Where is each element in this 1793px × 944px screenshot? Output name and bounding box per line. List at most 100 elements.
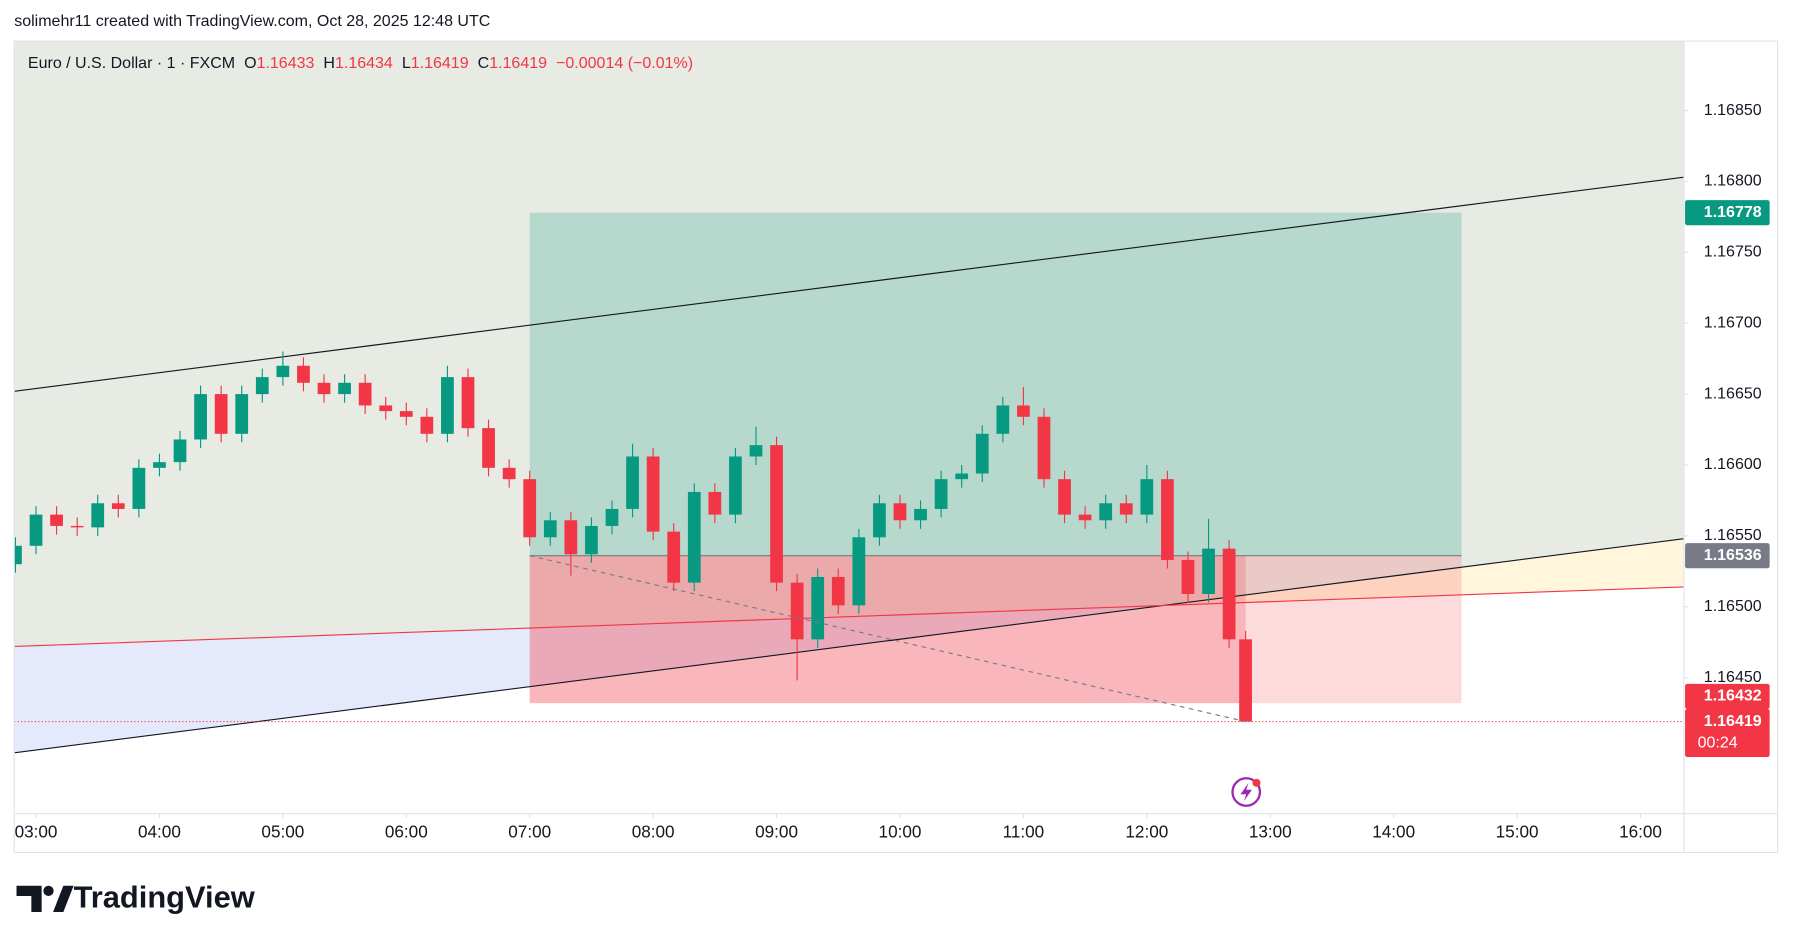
brand: TradingView	[74, 880, 256, 915]
y-tick-label: 1.16700	[1704, 314, 1762, 331]
candle-body	[214, 394, 228, 434]
price-label: 1.16778	[1704, 204, 1762, 221]
last-price-label: 1.16419	[1704, 713, 1762, 730]
header: solimehr11 created with TradingView.com,…	[14, 13, 490, 30]
candle-body	[255, 377, 269, 395]
price-label-box	[1685, 683, 1770, 710]
candle-body	[317, 382, 331, 395]
candle-body	[687, 491, 701, 583]
candle-body	[194, 394, 207, 440]
loss-zone	[529, 555, 1462, 704]
candle-body	[132, 467, 146, 509]
x-tick-label: 11:00	[1003, 822, 1045, 842]
candle-body	[770, 445, 783, 583]
candle-body	[1037, 416, 1051, 480]
candle-body	[1119, 503, 1133, 515]
candle-body	[790, 582, 804, 640]
legend: Euro / U.S. Dollar · 1 · FXCM O1.16433 H…	[28, 55, 693, 72]
candle-body	[955, 473, 969, 480]
candle-body	[1222, 548, 1236, 640]
x-tick-label: 12:00	[1125, 822, 1168, 842]
legend-value: 1.16433	[257, 55, 315, 72]
candle-body	[914, 508, 927, 521]
candle-body	[1239, 639, 1252, 722]
trendline	[14, 586, 1684, 648]
candle-body	[564, 520, 578, 555]
x-tick-label: 05:00	[261, 822, 304, 842]
legend-label: C	[478, 55, 490, 72]
candle-body	[50, 514, 63, 526]
candle-body	[338, 382, 351, 395]
y-tick-label: 1.16450	[1704, 669, 1762, 686]
legend-symbol: Euro / U.S. Dollar · 1 · FXCM	[28, 55, 235, 72]
y-tick-label: 1.16500	[1704, 598, 1762, 615]
x-tick-label: 14:00	[1372, 822, 1415, 842]
candle-body	[811, 576, 825, 640]
alert-bolt	[1240, 782, 1252, 802]
plot-area	[14, 41, 1684, 754]
candle-body	[1140, 479, 1154, 515]
candle-body	[934, 479, 948, 509]
x-tick-label: 13:00	[1249, 822, 1292, 842]
frame	[13, 40, 1779, 854]
x-tick-label: 10:00	[879, 822, 922, 842]
candle-body	[831, 576, 845, 606]
trendline	[14, 538, 1684, 754]
candle-body	[461, 377, 475, 429]
candle-body	[1099, 503, 1113, 521]
candle-body	[996, 405, 1010, 434]
candle-body	[975, 433, 989, 474]
loss-zone-active	[529, 555, 1246, 704]
price-label-box	[1685, 543, 1770, 569]
candle-body	[749, 445, 763, 457]
candle-body	[585, 525, 598, 555]
candle-body	[441, 377, 454, 434]
alert-icon[interactable]	[1231, 777, 1262, 807]
price-label: 1.16536	[1704, 547, 1762, 564]
candle-body	[1058, 479, 1071, 515]
candle-body	[1202, 548, 1215, 594]
trendline	[14, 176, 1684, 392]
candle-body	[502, 467, 516, 480]
candle-body	[420, 416, 434, 434]
candle-body	[14, 545, 22, 565]
brand-logo: TradingView	[16, 880, 256, 915]
candle-body	[153, 462, 166, 468]
candle-body	[729, 456, 742, 515]
candle-body	[29, 514, 43, 546]
candle-body	[852, 537, 866, 606]
legend-label: L	[402, 55, 411, 72]
candle-body	[482, 428, 495, 468]
last-price-box	[1685, 709, 1770, 758]
x-tick-label: 09:00	[755, 822, 798, 842]
candle-body	[667, 531, 681, 583]
legend-change: −0.00014 (−0.01%)	[556, 55, 693, 72]
x-tick-label: 04:00	[138, 822, 181, 842]
candle-body	[708, 491, 722, 515]
y-tick-label: 1.16550	[1704, 527, 1762, 544]
y-tick-label: 1.16650	[1704, 385, 1762, 402]
logo-v	[53, 885, 74, 912]
y-tick-label: 1.16600	[1704, 456, 1762, 473]
candle-body	[1078, 514, 1092, 521]
legend-value: 1.16419	[489, 55, 547, 72]
y-tick-label: 1.16750	[1704, 244, 1762, 261]
y-tick-label: 1.16800	[1704, 173, 1762, 190]
candle-body	[873, 503, 886, 538]
candle-body	[626, 456, 639, 509]
candle-body	[91, 503, 105, 528]
profit-zone	[529, 212, 1462, 556]
legend-label: H	[323, 55, 335, 72]
candle-body	[1161, 479, 1174, 560]
candle-body	[358, 382, 372, 406]
candle-body	[893, 503, 907, 521]
candle-body	[70, 525, 84, 528]
candle-body	[173, 439, 187, 463]
legend-label: O	[244, 55, 256, 72]
candle-body	[235, 394, 249, 434]
trade-path	[529, 555, 1246, 723]
candle-body	[543, 520, 557, 538]
